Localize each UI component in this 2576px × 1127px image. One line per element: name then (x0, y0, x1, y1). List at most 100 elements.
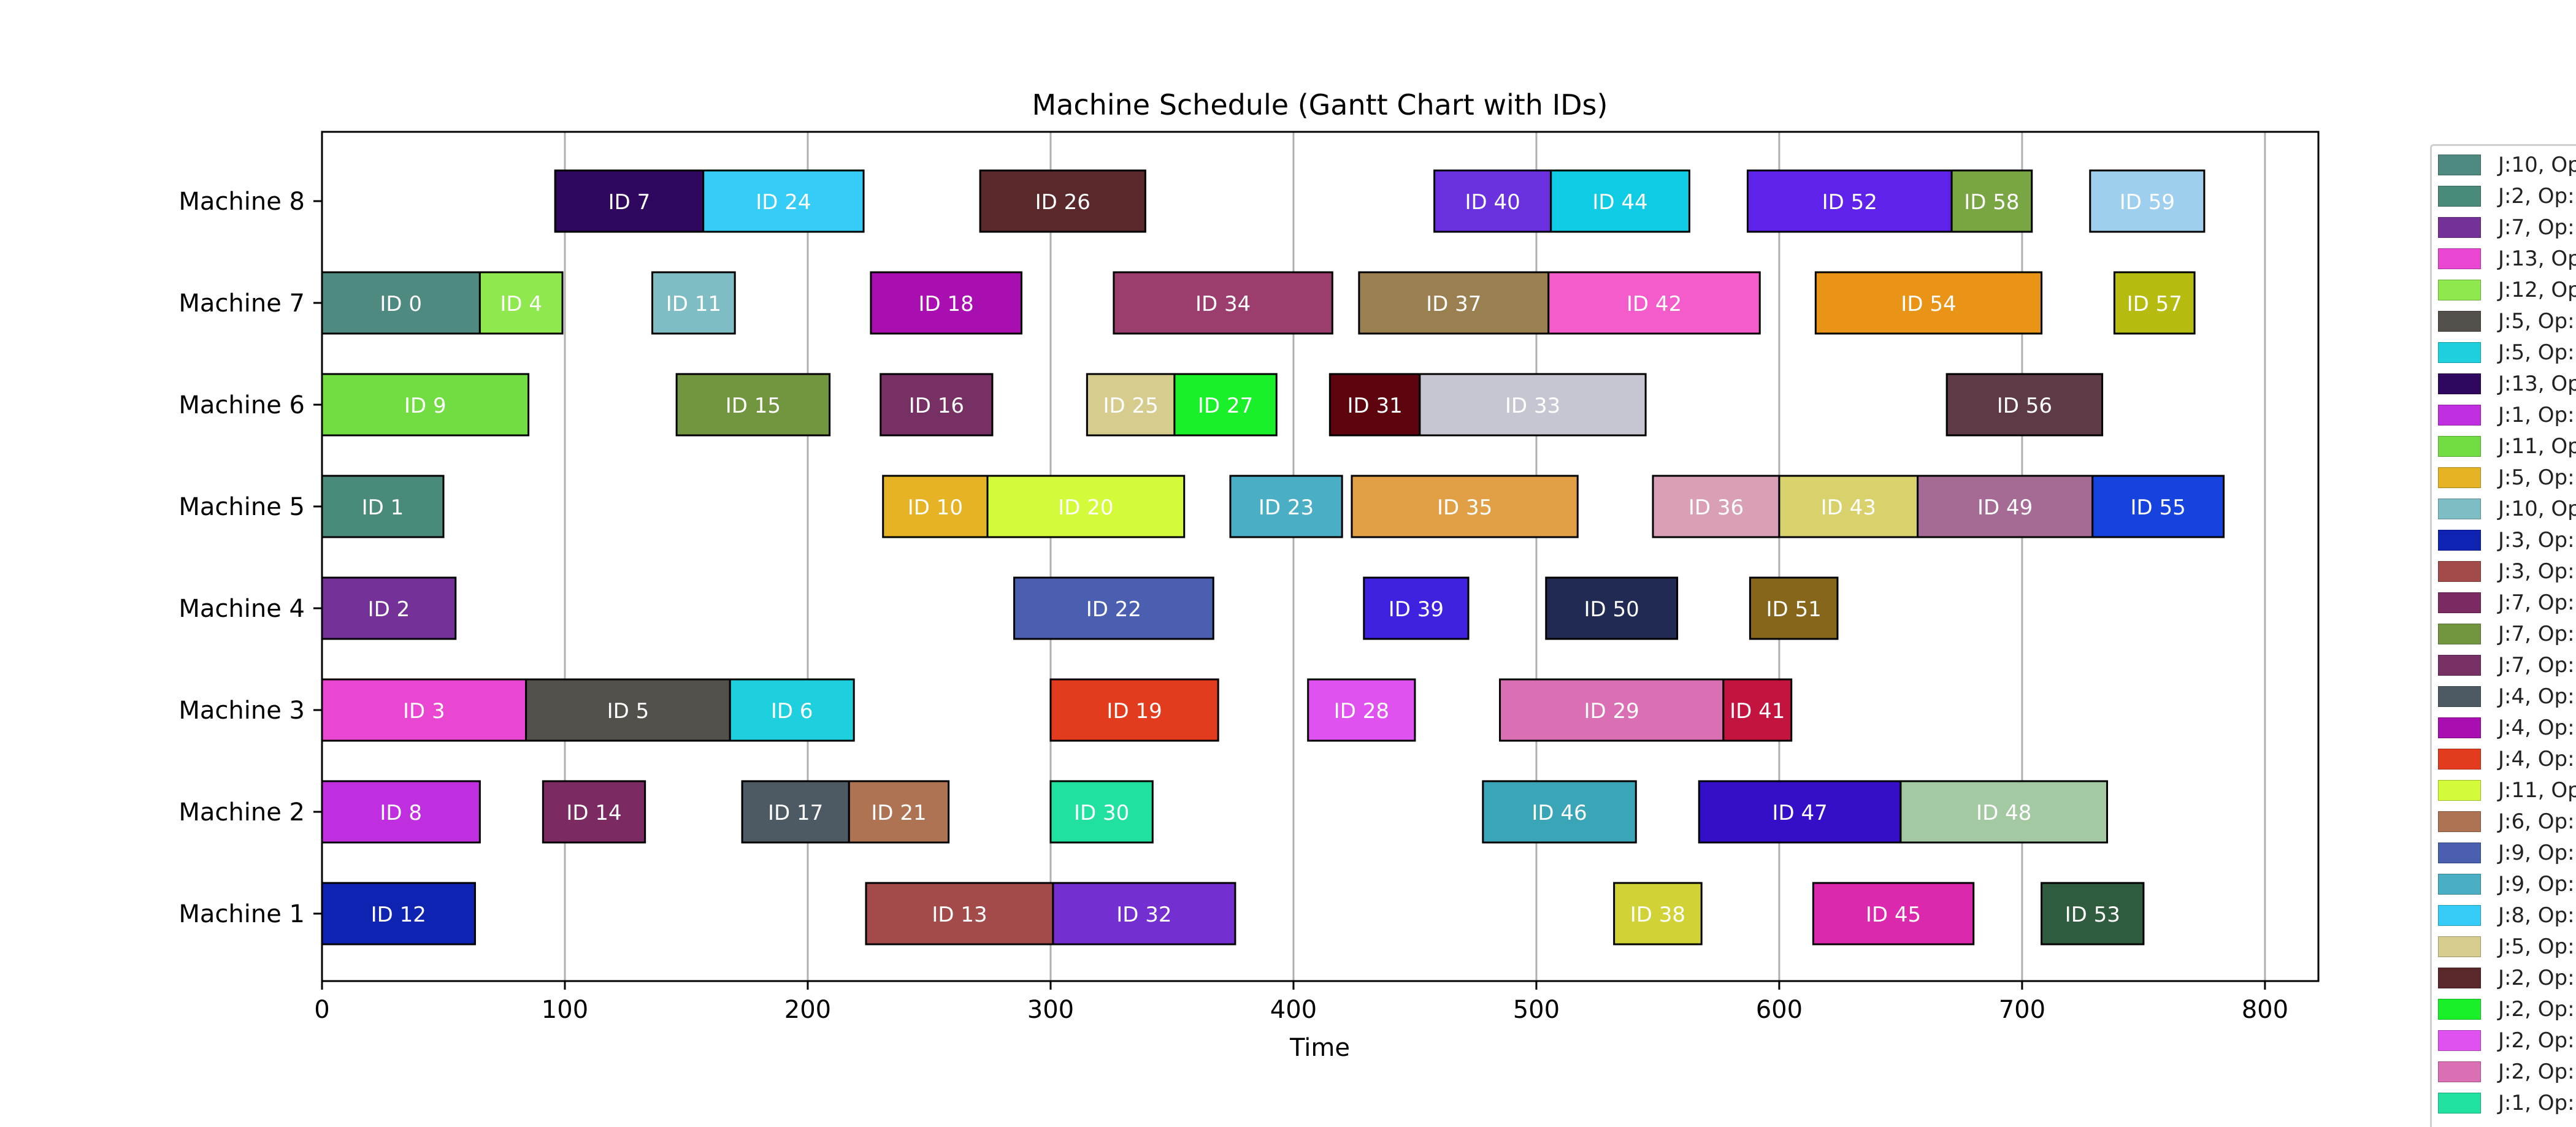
task-label: ID 28 (1334, 699, 1389, 724)
task-bar (1049, 780, 1154, 844)
task-bar (1433, 169, 1552, 233)
legend-label: J:11, Op (2498, 777, 2576, 803)
task-label: ID 45 (1866, 903, 1921, 927)
y-tick-label: Machine 3 (178, 697, 305, 725)
task-label: ID 31 (1347, 394, 1402, 418)
legend-swatch (2438, 623, 2481, 644)
legend-swatch (2438, 592, 2481, 613)
task-label: ID 2 (368, 597, 410, 622)
y-tick-label: Machine 2 (178, 798, 305, 827)
y-tick-label: Machine 8 (178, 188, 305, 216)
task-bar (979, 169, 1146, 233)
x-axis-label: Time (1289, 1034, 1350, 1062)
task-label: ID 21 (871, 801, 926, 825)
legend-swatch (2438, 467, 2481, 488)
legend-swatch (2438, 779, 2481, 801)
legend-swatch (2438, 748, 2481, 770)
task-bar (675, 373, 831, 437)
legend-label: J:3, Op: (2498, 559, 2575, 584)
task-bar (321, 373, 530, 437)
task-label: ID 14 (566, 801, 621, 825)
legend-item: J:10, Op (2432, 149, 2576, 180)
legend-swatch (2438, 904, 2481, 926)
task-bar (321, 678, 527, 742)
task-label: ID 37 (1426, 292, 1481, 316)
legend-item: J:1, Op: (2432, 399, 2575, 430)
legend-item: J:2, Op: (2432, 962, 2575, 993)
y-tick-label: Machine 6 (178, 391, 305, 419)
legend-label: J:10, Op (2498, 496, 2576, 521)
task-bar (1698, 780, 1902, 844)
legend-swatch (2438, 216, 2481, 238)
legend-item: J:7, Op: (2432, 212, 2575, 243)
task-label: ID 17 (768, 801, 823, 825)
task-bar (741, 780, 850, 844)
legend-swatch (2438, 342, 2481, 363)
task-bar (1307, 678, 1416, 742)
task-bars: ID 0 ID 4 ID 11 ID 18 ID 34 ID 37 ID 42 ID 54 ID… (321, 169, 2225, 946)
task-bar (870, 271, 1022, 335)
task-bar (1950, 169, 2033, 233)
task-bar (1613, 882, 1703, 946)
legend-label: J:9, Op: (2498, 840, 2575, 865)
task-bar (1652, 475, 1781, 538)
task-label: ID 7 (608, 190, 651, 215)
task-bar (1351, 475, 1579, 538)
task-bar (1722, 678, 1793, 742)
legend-label: J:6, Op: (2498, 809, 2575, 834)
task-label: ID 44 (1592, 190, 1647, 215)
legend-label: J:5, Op: (2498, 308, 2575, 334)
task-label: ID 33 (1505, 394, 1560, 418)
legend-item: J:12, Op (2432, 274, 2576, 305)
legend-label: J:5, Op: (2498, 340, 2575, 365)
task-bar (1013, 576, 1214, 640)
task-bar (1778, 475, 1919, 538)
legend-swatch (2438, 654, 2481, 676)
legend-swatch (2438, 560, 2481, 582)
legend-label: J:7, Op: (2498, 621, 2575, 646)
task-label: ID 39 (1389, 597, 1444, 622)
legend-item: J:2, Op: (2432, 1025, 2575, 1056)
task-bar (1229, 475, 1343, 538)
task-label: ID 56 (1997, 394, 2052, 418)
legend-swatch (2438, 404, 2481, 426)
legend-label: J:10, Op (2498, 152, 2576, 177)
task-label: ID 22 (1086, 597, 1141, 622)
task-bar (1052, 882, 1236, 946)
task-label: ID 46 (1531, 801, 1587, 825)
legend-item: J:1, Op: (2432, 1087, 2575, 1118)
legend-swatch (2438, 248, 2481, 269)
legend-label: J:3, Op: (2498, 527, 2575, 552)
task-bar (1812, 882, 1975, 946)
legend-swatch (2438, 998, 2481, 1020)
legend-label: J:7, Op: (2498, 590, 2575, 615)
legend-item: J:2, Op: (2432, 993, 2575, 1025)
legend-label: J:2, Op: (2498, 1028, 2575, 1053)
task-label: ID 16 (909, 394, 964, 418)
task-label: ID 50 (1584, 597, 1639, 622)
legend-label: J:2, Op: (2498, 183, 2575, 208)
task-label: ID 41 (1730, 699, 1785, 724)
legend-label: J:1, Op: (2498, 1090, 2575, 1115)
task-bar (542, 780, 646, 844)
legend-label: J:1, Op: (2498, 402, 2575, 427)
legend-swatch (2438, 373, 2481, 394)
x-axis: 0 100 200 300 400 500 600 700 800 (314, 981, 2288, 1024)
task-label: ID 52 (1822, 190, 1877, 215)
legend-item: J:7, Op: (2432, 587, 2575, 618)
legend-label: J:4, Op: (2498, 684, 2575, 709)
legend-item: J:10, Op (2432, 493, 2576, 524)
task-bar (2113, 271, 2196, 335)
task-label: ID 59 (2120, 190, 2175, 215)
task-label: ID 35 (1437, 495, 1492, 520)
task-label: ID 53 (2065, 903, 2120, 927)
task-bar (880, 373, 994, 437)
task-bar (1358, 271, 1550, 335)
task-bar (986, 475, 1186, 538)
task-label: ID 13 (932, 903, 987, 927)
task-label: ID 1 (362, 495, 404, 520)
legend-label: J:2, Op: (2498, 965, 2575, 990)
legend-swatch (2438, 967, 2481, 988)
legend-item: J:13, Op (2432, 243, 2576, 274)
task-label: ID 20 (1058, 495, 1113, 520)
